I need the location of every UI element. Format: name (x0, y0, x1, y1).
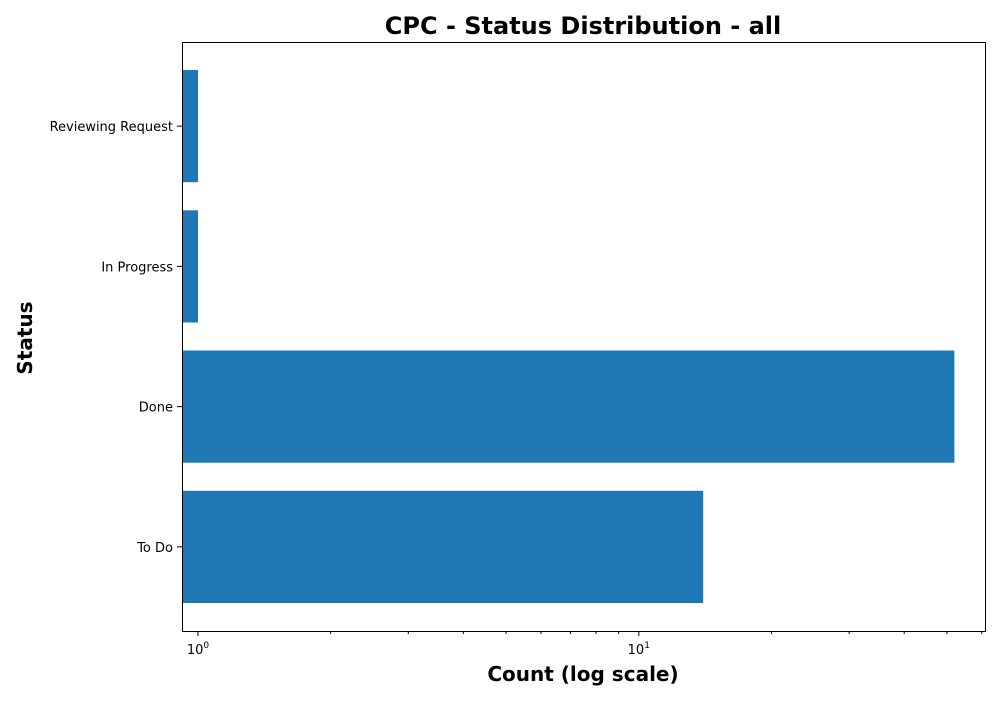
x-axis-ticks: 100 101 (187, 631, 983, 658)
bar-in-progress (182, 210, 198, 323)
x-tick-label: 101 (628, 641, 650, 658)
x-tick-label: 100 (187, 641, 210, 658)
bar-reviewing-request (182, 70, 198, 183)
chart-title: CPC - Status Distribution - all (385, 12, 781, 40)
bar-done (182, 350, 955, 463)
bar-to-do (182, 490, 704, 603)
y-tick-label: To Do (136, 541, 173, 556)
y-tick-label: Reviewing Request (50, 120, 173, 135)
y-axis-label: Status (13, 301, 37, 374)
y-tick-label: In Progress (101, 260, 173, 275)
y-axis-ticks: To Do Done In Progress Reviewing Request (50, 120, 182, 556)
x-axis-label: Count (log scale) (487, 662, 678, 686)
bars-layer (182, 70, 955, 603)
plot-frame (182, 42, 986, 632)
y-tick-label: Done (139, 401, 173, 416)
